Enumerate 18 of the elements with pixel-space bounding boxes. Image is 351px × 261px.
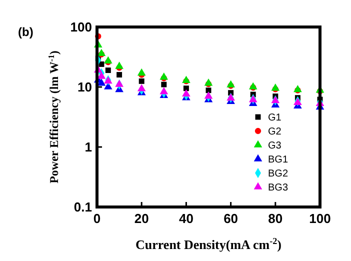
x-tick-label: 20 — [134, 211, 149, 226]
x-tick-label: 80 — [268, 211, 283, 226]
x-tick-label: 60 — [224, 211, 238, 226]
text: (b) — [18, 25, 34, 39]
legend-label: G1 — [268, 112, 282, 124]
legend-label: BG3 — [268, 182, 288, 194]
y-tick-label: 100 — [70, 20, 92, 35]
x-tick-label: 40 — [178, 211, 194, 226]
legend-label: G3 — [268, 140, 282, 152]
y-tick-label: 10 — [78, 80, 92, 95]
x-axis-title: Current Density(mA cm$^{-2}$) — [136, 236, 282, 252]
legend-label: BG1 — [268, 154, 288, 166]
legend-label: BG2 — [268, 168, 288, 180]
x-tick-label: 0 — [93, 211, 101, 226]
legend-label: G2 — [268, 126, 282, 138]
y-tick-label: 0.1 — [74, 200, 92, 215]
y-tick-label: 1 — [84, 140, 92, 155]
x-tick-label: 100 — [309, 211, 331, 226]
